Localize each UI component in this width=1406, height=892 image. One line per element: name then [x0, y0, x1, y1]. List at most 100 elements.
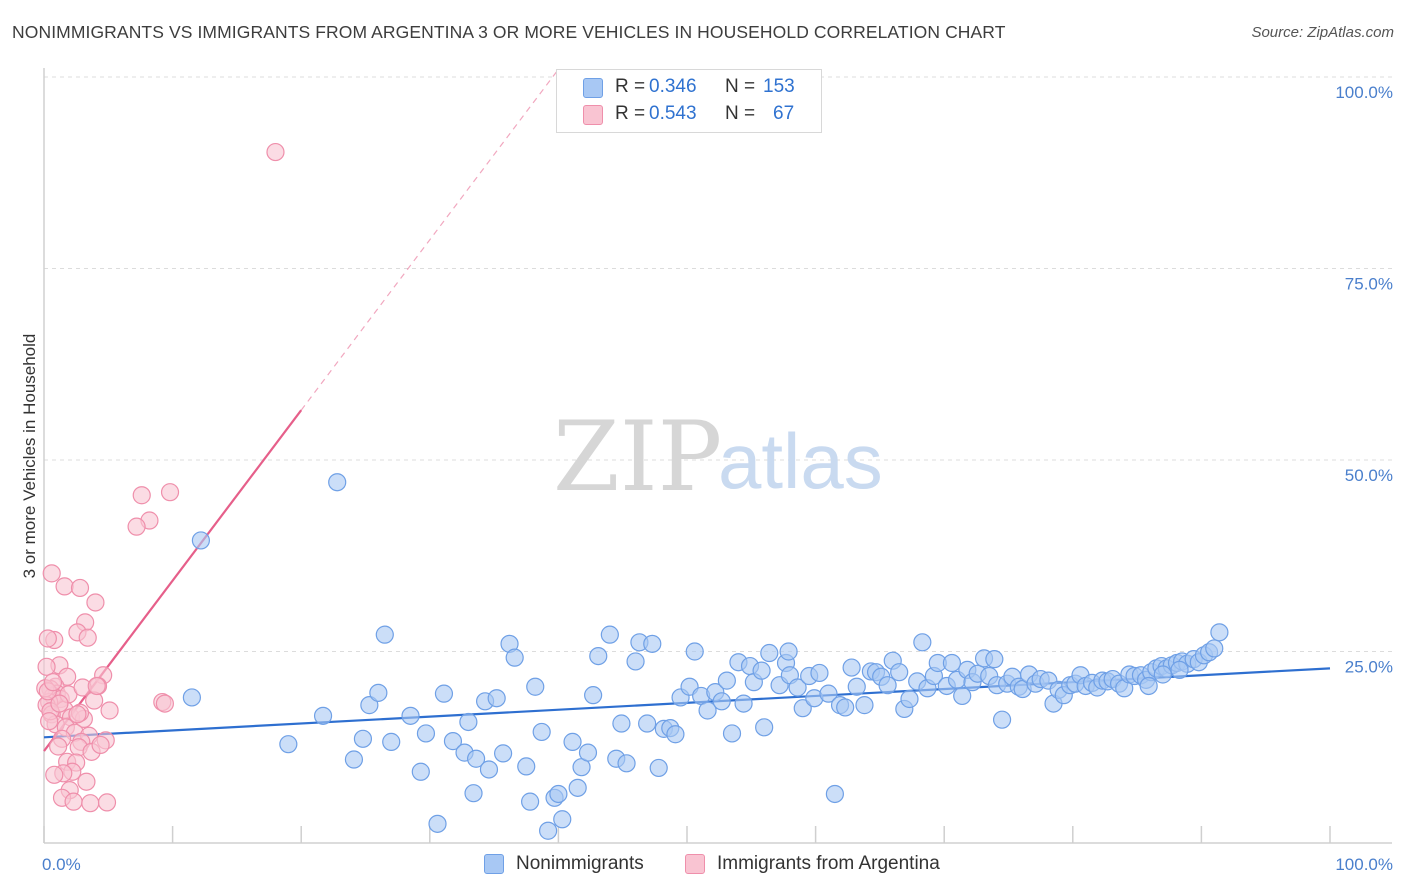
point-nonimmigrants	[1139, 676, 1158, 696]
legend-swatch-pink	[685, 854, 705, 874]
point-nonimmigrants	[487, 689, 506, 708]
x-tick-label: 100.0%	[1335, 855, 1393, 874]
point-nonimmigrants	[847, 677, 866, 696]
legend-r-label: R =	[615, 76, 646, 97]
point-immigrants-argentina	[91, 735, 110, 755]
point-immigrants-argentina	[127, 517, 146, 536]
legend-swatch-pink	[583, 105, 603, 125]
point-nonimmigrants	[793, 699, 812, 718]
point-nonimmigrants	[182, 688, 201, 707]
point-immigrants-argentina	[55, 577, 74, 596]
point-nonimmigrants	[878, 676, 897, 695]
point-nonimmigrants	[313, 706, 333, 725]
legend-n-label: N =	[725, 76, 756, 97]
point-nonimmigrants	[517, 757, 536, 776]
legend-r-value: 0.543	[649, 103, 697, 124]
point-nonimmigrants	[563, 732, 582, 751]
point-nonimmigrants	[434, 684, 454, 703]
point-nonimmigrants	[526, 677, 545, 696]
point-nonimmigrants	[755, 718, 774, 737]
point-nonimmigrants	[375, 625, 394, 644]
point-nonimmigrants	[505, 648, 524, 667]
point-nonimmigrants	[589, 646, 608, 666]
point-nonimmigrants	[617, 754, 636, 773]
point-nonimmigrants	[760, 643, 779, 663]
point-nonimmigrants	[685, 642, 704, 661]
point-immigrants-argentina	[132, 486, 151, 505]
point-nonimmigrants	[411, 762, 430, 781]
point-immigrants-argentina	[77, 772, 96, 791]
point-nonimmigrants	[836, 698, 855, 717]
point-nonimmigrants	[479, 760, 499, 779]
point-nonimmigrants	[666, 725, 685, 744]
point-immigrants-argentina	[64, 792, 83, 811]
point-nonimmigrants	[842, 658, 861, 677]
data-points	[36, 142, 1229, 840]
point-nonimmigrants	[626, 652, 645, 671]
point-immigrants-argentina	[155, 694, 174, 713]
series-legend: Nonimmigrants Immigrants from Argentina	[0, 852, 1406, 878]
point-nonimmigrants	[819, 684, 838, 703]
legend-r-value: 0.346	[649, 76, 697, 97]
legend-n-value: 67	[773, 103, 795, 124]
point-nonimmigrants	[360, 696, 379, 715]
point-nonimmigrants	[568, 778, 587, 797]
point-immigrants-argentina	[70, 578, 90, 598]
point-nonimmigrants	[698, 701, 717, 720]
point-nonimmigrants	[649, 758, 668, 778]
point-immigrants-argentina	[38, 629, 57, 648]
point-nonimmigrants	[353, 729, 373, 748]
point-nonimmigrants	[1210, 623, 1229, 642]
trend-extension-immigrants-argentina	[300, 68, 559, 411]
point-nonimmigrants	[428, 814, 447, 833]
point-nonimmigrants	[942, 653, 962, 673]
point-nonimmigrants	[401, 706, 420, 725]
point-nonimmigrants	[1205, 639, 1224, 658]
point-nonimmigrants	[344, 750, 364, 769]
point-nonimmigrants	[191, 531, 210, 550]
legend-label-immigrants-argentina: Immigrants from Argentina	[717, 853, 940, 874]
point-immigrants-argentina	[49, 737, 68, 756]
point-immigrants-argentina	[87, 676, 106, 696]
point-nonimmigrants	[521, 792, 540, 811]
point-nonimmigrants	[734, 694, 753, 713]
legend-row-nonimmigrants: R = 0.346 N = 153	[557, 74, 821, 100]
point-nonimmigrants	[600, 625, 619, 644]
point-immigrants-argentina	[40, 712, 59, 731]
point-nonimmigrants	[539, 821, 558, 840]
y-tick-label: 100.0%	[1335, 83, 1393, 102]
point-nonimmigrants	[810, 663, 829, 683]
y-tick-label: 50.0%	[1345, 466, 1393, 485]
point-nonimmigrants	[722, 724, 742, 743]
point-nonimmigrants	[382, 732, 401, 751]
point-nonimmigrants	[464, 784, 483, 803]
point-immigrants-argentina	[45, 765, 64, 784]
watermark-atlas: atlas	[718, 417, 883, 505]
correlation-legend: R = 0.346 N = 153 R = 0.543 N = 67	[556, 69, 822, 133]
point-nonimmigrants	[992, 710, 1012, 729]
watermark-zip: ZIP	[553, 401, 722, 513]
point-nonimmigrants	[612, 714, 631, 733]
point-nonimmigrants	[752, 661, 771, 680]
point-immigrants-argentina	[78, 628, 97, 647]
point-immigrants-argentina	[42, 564, 61, 583]
point-immigrants-argentina	[97, 793, 117, 812]
source-label: Source: ZipAtlas.com	[1251, 24, 1394, 41]
point-nonimmigrants	[494, 744, 513, 763]
point-nonimmigrants	[369, 683, 388, 702]
legend-n-value: 153	[763, 76, 795, 97]
point-immigrants-argentina	[81, 794, 100, 813]
point-immigrants-argentina	[100, 701, 119, 720]
point-nonimmigrants	[532, 722, 551, 742]
y-axis-label: 3 or more Vehicles in Household	[20, 334, 39, 579]
y-tick-label: 25.0%	[1345, 658, 1393, 677]
point-nonimmigrants	[788, 678, 807, 697]
legend-swatch-blue	[583, 78, 603, 98]
point-nonimmigrants	[443, 732, 463, 751]
point-nonimmigrants	[985, 650, 1004, 669]
legend-label-nonimmigrants: Nonimmigrants	[516, 853, 644, 874]
legend-r-label: R =	[615, 103, 646, 124]
point-nonimmigrants	[712, 692, 731, 711]
point-nonimmigrants	[953, 686, 972, 706]
point-immigrants-argentina	[43, 673, 63, 692]
